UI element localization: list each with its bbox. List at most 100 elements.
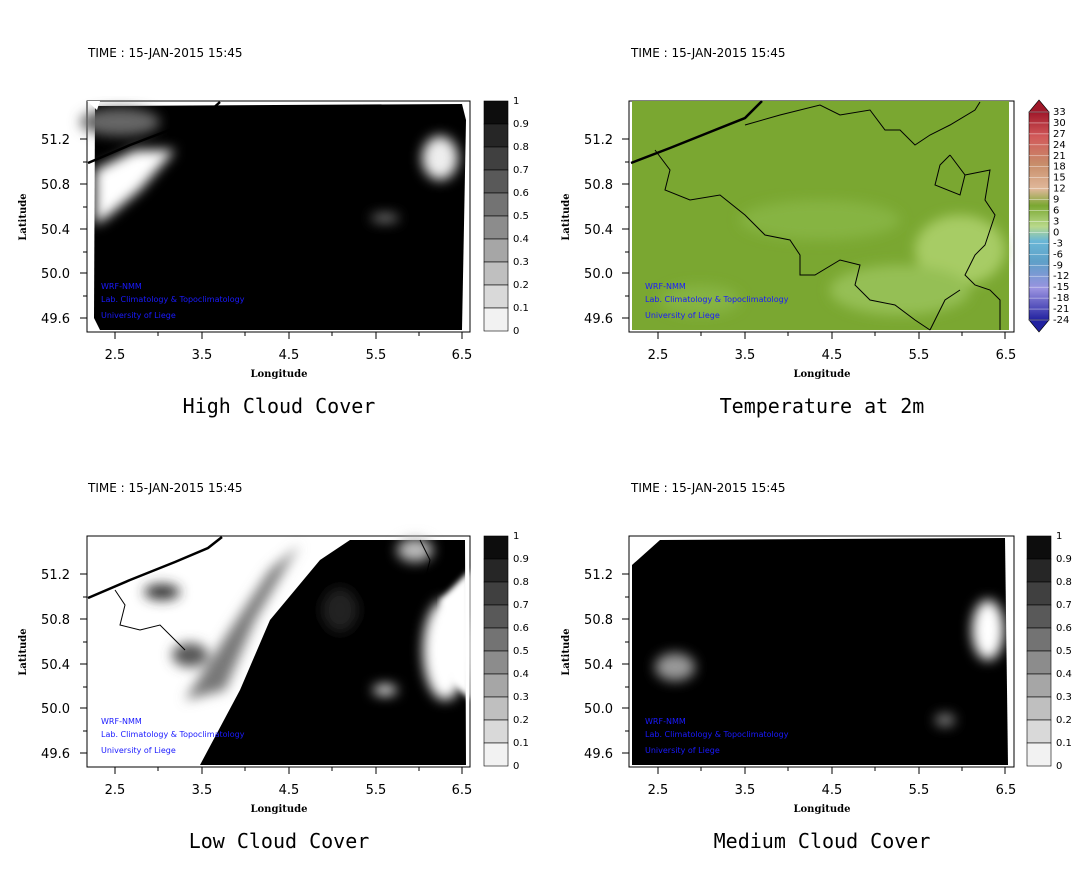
panel-temperature: TIME : 15-JAN-2015 15:45 WRF-NMM Lab. Cl… (561, 46, 1069, 418)
colorbar-label: 0.4 (513, 669, 529, 680)
colorbar-label: 18 (1053, 162, 1066, 173)
svg-text:51.2: 51.2 (584, 568, 613, 583)
y-axis-label: Latitude (561, 628, 572, 675)
colorbar-label: -12 (1053, 271, 1069, 282)
colorbar-label: 6 (1053, 206, 1059, 217)
colorbar-label: 0.9 (513, 119, 529, 130)
colorbar-label: 0.2 (1056, 715, 1072, 726)
svg-text:50.8: 50.8 (41, 178, 70, 193)
colorbar-swatch (483, 215, 509, 240)
panel-caption: Low Cloud Cover (189, 829, 370, 853)
x-tick-labels: 2.5 3.5 4.5 5.5 6.5 (105, 348, 473, 363)
x-tick-labels: 2.5 3.5 4.5 5.5 6.5 (648, 783, 1017, 798)
colorbar-label: 1 (513, 96, 519, 107)
colorbar-label: 24 (1053, 140, 1066, 151)
colorbar-swatch (483, 535, 509, 560)
colorbar-swatch (1026, 696, 1052, 721)
x-axis-label: Longitude (793, 369, 850, 380)
borders (654, 101, 1001, 331)
svg-text:51.2: 51.2 (584, 133, 613, 148)
colorbar-label: 0.7 (513, 600, 529, 611)
time-label: TIME : 15-JAN-2015 15:45 (630, 481, 786, 495)
colorbar-swatch (483, 627, 509, 652)
svg-text:WRF-NMM: WRF-NMM (645, 717, 686, 726)
panel-caption: Medium Cloud Cover (714, 829, 931, 853)
colorbar-label: 0.2 (513, 715, 529, 726)
svg-text:2.5: 2.5 (105, 348, 126, 363)
colorbar-label: 0 (1056, 761, 1062, 772)
colorbar-label: 0.8 (1056, 577, 1072, 588)
colorbar-label: 9 (1053, 195, 1059, 206)
svg-text:University of Liege: University of Liege (101, 311, 176, 320)
svg-text:6.5: 6.5 (996, 783, 1017, 798)
colorbar-label: 0.5 (513, 646, 529, 657)
colorbar-swatch (483, 742, 509, 767)
y-axis-label: Latitude (18, 628, 29, 675)
svg-text:3.5: 3.5 (192, 348, 213, 363)
colorbar-swatch (1026, 581, 1052, 606)
svg-text:4.5: 4.5 (279, 783, 300, 798)
colorbar-label: -3 (1053, 238, 1063, 249)
svg-text:51.2: 51.2 (41, 568, 70, 583)
x-tick-labels: 2.5 3.5 4.5 5.5 6.5 (105, 783, 473, 798)
y-tick-labels: 51.2 50.8 50.4 50.0 49.6 (584, 568, 613, 762)
svg-text:50.8: 50.8 (584, 613, 613, 628)
x-axis-label: Longitude (250, 804, 307, 815)
svg-text:49.6: 49.6 (584, 312, 613, 327)
colorbar-label: 0 (513, 326, 519, 337)
colorbar-label: 0.9 (513, 554, 529, 565)
colorbar-gradient (1028, 111, 1050, 321)
colorbar-label: 0.6 (513, 623, 529, 634)
credits: WRF-NMM Lab. Climatology & Topoclimatolo… (101, 282, 245, 320)
panel-medium-cloud: TIME : 15-JAN-2015 15:45 WRF-NMM Lab. Cl… (561, 481, 1072, 853)
cloud-field (144, 538, 470, 765)
colorbar: 1 0.9 0.8 0.7 0.6 0.5 0.4 0.3 0.2 0.1 0 (1026, 531, 1072, 772)
colorbar-swatch (483, 192, 509, 217)
svg-text:WRF-NMM: WRF-NMM (645, 282, 686, 291)
colorbar-label: 0.6 (1056, 623, 1072, 634)
y-tick-labels: 51.2 50.8 50.4 50.0 49.6 (41, 133, 70, 327)
colorbar-label: 0.6 (513, 188, 529, 199)
svg-text:3.5: 3.5 (735, 783, 756, 798)
svg-text:4.5: 4.5 (822, 783, 843, 798)
colorbar-label: 0.1 (1056, 738, 1072, 749)
colorbar-label: -18 (1053, 293, 1069, 304)
temperature-field (632, 101, 1009, 330)
colorbar-swatch (483, 581, 509, 606)
colorbar-swatch (483, 604, 509, 629)
colorbar-max-arrow (1028, 99, 1050, 113)
colorbar-label: 0.8 (513, 142, 529, 153)
time-label: TIME : 15-JAN-2015 15:45 (630, 46, 786, 60)
colorbar-label: 0.1 (513, 738, 529, 749)
x-axis-label: Longitude (250, 369, 307, 380)
colorbar-swatch (1026, 535, 1052, 560)
credits: WRF-NMM Lab. Climatology & Topoclimatolo… (645, 282, 789, 320)
svg-text:WRF-NMM: WRF-NMM (101, 717, 142, 726)
svg-text:50.4: 50.4 (41, 223, 70, 238)
panel-low-cloud: TIME : 15-JAN-2015 15:45 WRF-NMM Lab. Cl… (18, 481, 529, 853)
colorbar-label: 0.9 (1056, 554, 1072, 565)
colorbar-swatch (483, 238, 509, 263)
panel-caption: Temperature at 2m (720, 394, 925, 418)
colorbar-label: 27 (1053, 129, 1066, 140)
credits: WRF-NMM Lab. Climatology & Topoclimatolo… (645, 717, 789, 755)
colorbar-label: -24 (1053, 315, 1069, 326)
y-tick-labels: 51.2 50.8 50.4 50.0 49.6 (584, 133, 613, 327)
colorbar-swatch (483, 146, 509, 171)
svg-text:University of Liege: University of Liege (645, 746, 720, 755)
colorbar-label: 0.4 (513, 234, 529, 245)
colorbar-label: 0.8 (513, 577, 529, 588)
y-axis-label: Latitude (561, 193, 572, 240)
svg-text:6.5: 6.5 (996, 348, 1017, 363)
svg-text:2.5: 2.5 (648, 348, 669, 363)
y-tick-labels: 51.2 50.8 50.4 50.0 49.6 (41, 568, 70, 762)
colorbar-label: 0.7 (1056, 600, 1072, 611)
svg-text:Lab. Climatology & Topoclimato: Lab. Climatology & Topoclimatology (101, 730, 245, 739)
colorbar-label: 0.5 (513, 211, 529, 222)
x-tick-labels: 2.5 3.5 4.5 5.5 6.5 (648, 348, 1017, 363)
svg-text:2.5: 2.5 (105, 783, 126, 798)
axis-ticks (80, 138, 1006, 774)
colorbar-label: 0.2 (513, 280, 529, 291)
svg-text:6.5: 6.5 (452, 783, 473, 798)
colorbar-temperature: 33302724211815129630-3-6-9-12-15-18-21-2… (1028, 99, 1069, 333)
